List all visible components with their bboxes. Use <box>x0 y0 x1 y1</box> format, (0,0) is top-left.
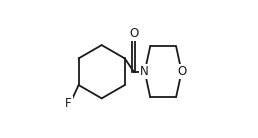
Text: O: O <box>177 65 186 78</box>
Text: F: F <box>65 97 72 110</box>
Text: N: N <box>140 65 149 78</box>
Text: O: O <box>129 27 138 40</box>
